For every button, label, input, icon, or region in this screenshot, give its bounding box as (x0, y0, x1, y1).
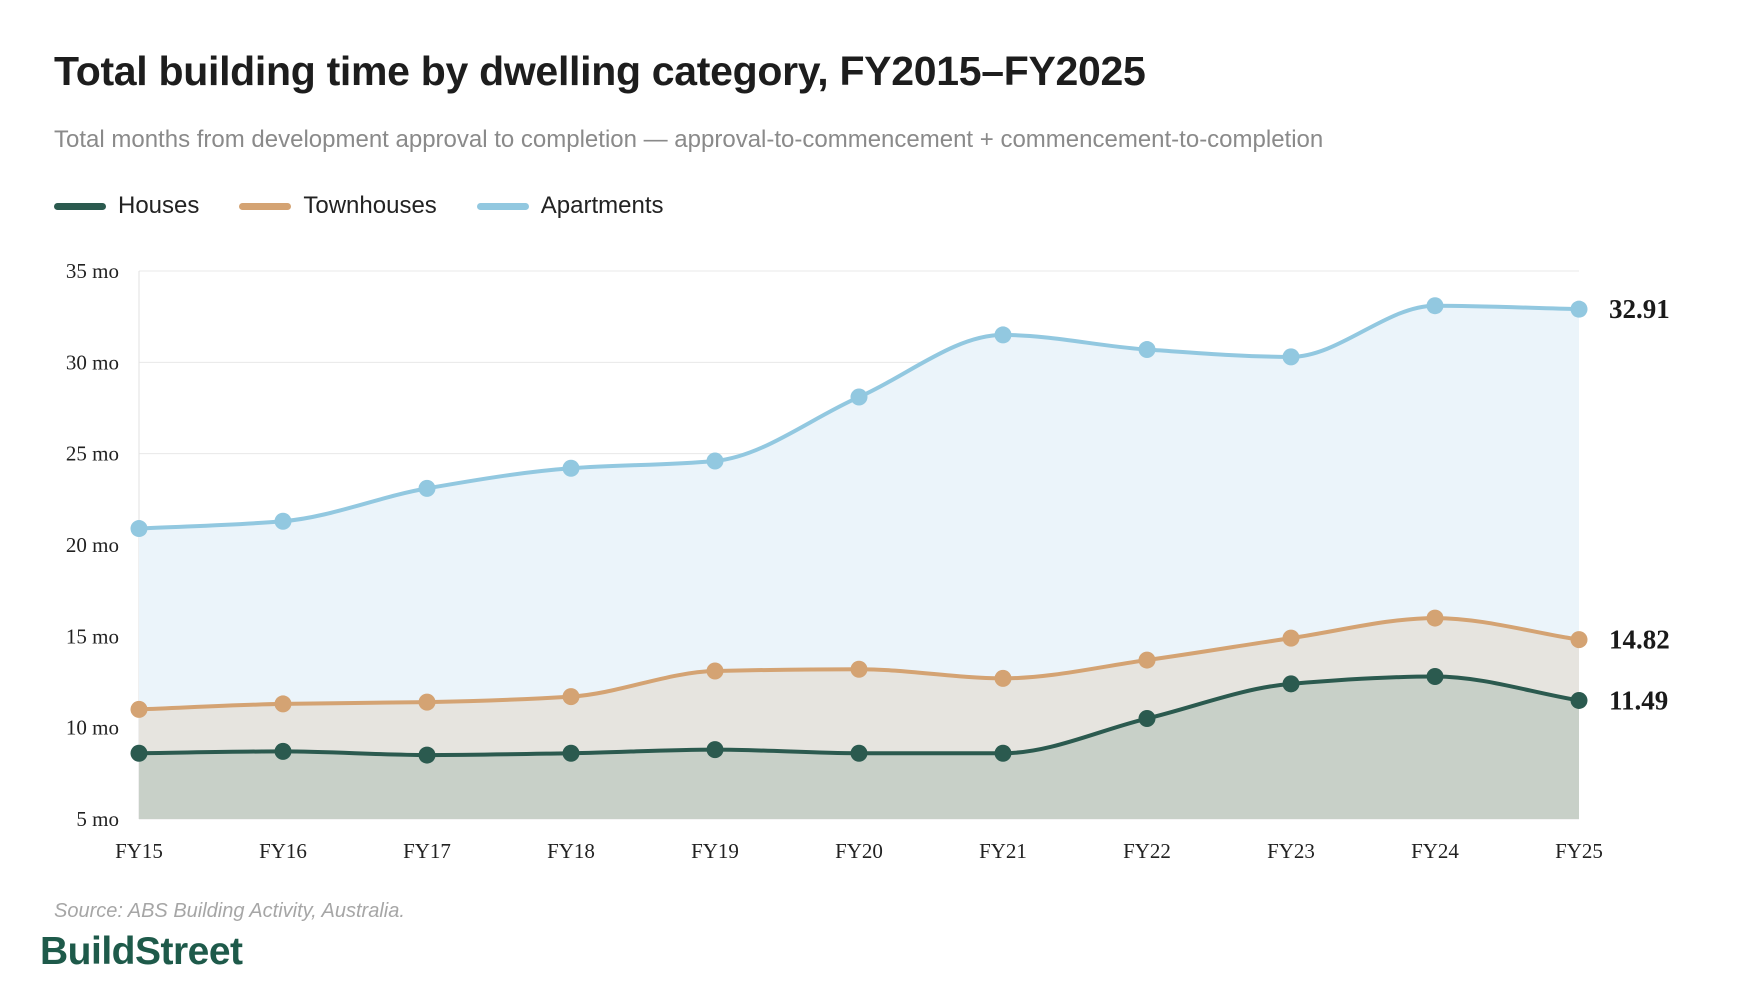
point-townhouses-FY16 (274, 695, 292, 713)
end-labels: 11.49 14.82 32.91 (1609, 294, 1670, 715)
point-apartments-FY21 (994, 326, 1012, 344)
point-houses-FY19 (706, 741, 724, 759)
x-tick-label-FY25: FY25 (1555, 839, 1603, 863)
point-houses-FY25 (1570, 691, 1588, 709)
legend-item-houses: Houses (54, 192, 199, 220)
point-apartments-FY25 (1570, 300, 1588, 318)
point-houses-FY24 (1426, 668, 1444, 686)
brand-logo: BuildStreet (40, 930, 243, 973)
area-houses (139, 676, 1579, 819)
point-apartments-FY17 (418, 479, 436, 497)
point-houses-FY16 (274, 742, 292, 760)
point-houses-FY18 (562, 744, 580, 762)
y-tick-label-30: 30 mo (66, 350, 119, 374)
point-apartments-FY23 (1282, 348, 1300, 366)
point-apartments-FY22 (1138, 341, 1156, 359)
point-apartments-FY20 (850, 388, 868, 406)
point-townhouses-FY17 (418, 693, 436, 711)
point-townhouses-FY18 (562, 688, 580, 706)
x-tick-label-FY22: FY22 (1123, 839, 1171, 863)
legend-label-apartments: Apartments (540, 192, 664, 219)
source-note: Source: ABS Building Activity, Australia… (54, 900, 405, 922)
chart-title: Total building time by dwelling category… (54, 48, 1146, 94)
point-houses-FY22 (1138, 710, 1156, 728)
chart-subtitle: Total months from development approval t… (54, 126, 1324, 153)
y-tick-label-5: 5 mo (76, 807, 119, 831)
point-houses-FY15 (130, 744, 148, 762)
point-houses-FY23 (1282, 675, 1300, 693)
end-label-houses: 11.49 (1609, 685, 1668, 715)
point-townhouses-FY25 (1570, 631, 1588, 649)
y-tick-label-10: 10 mo (66, 716, 119, 740)
x-tick-label-FY15: FY15 (115, 839, 163, 863)
x-tick-label-FY21: FY21 (979, 839, 1027, 863)
x-tick-label-FY17: FY17 (403, 839, 451, 863)
x-tick-label-FY19: FY19 (691, 839, 739, 863)
legend-label-houses: Houses (118, 192, 200, 219)
end-label-apartments: 32.91 (1609, 294, 1670, 324)
legend-swatch-houses (54, 202, 106, 210)
point-apartments-FY16 (274, 512, 292, 530)
point-apartments-FY18 (562, 459, 580, 477)
x-tick-label-FY24: FY24 (1411, 839, 1459, 863)
x-tick-label-FY18: FY18 (547, 839, 595, 863)
point-houses-FY20 (850, 744, 868, 762)
y-tick-label-20: 20 mo (66, 533, 119, 557)
point-townhouses-FY20 (850, 660, 868, 678)
y-tick-label-15: 15 mo (66, 624, 119, 648)
legend-item-apartments: Apartments (476, 192, 664, 220)
point-houses-FY21 (994, 744, 1012, 762)
legend-label-townhouses: Townhouses (303, 192, 437, 219)
point-apartments-FY24 (1426, 297, 1444, 315)
point-townhouses-FY24 (1426, 609, 1444, 627)
point-townhouses-FY23 (1282, 629, 1300, 647)
y-tick-label-35: 35 mo (66, 259, 119, 283)
series-points (130, 297, 1588, 764)
legend-swatch-townhouses (239, 202, 292, 210)
legend-swatch-apartments (476, 202, 529, 210)
point-apartments-FY19 (706, 452, 724, 470)
legend-item-townhouses: Townhouses (239, 192, 437, 220)
x-axis-ticks: FY15 FY16 FY17 FY18 FY19 FY20 FY21 FY22 FY23 FY24… (115, 839, 1603, 863)
x-tick-label-FY16: FY16 (259, 839, 307, 863)
point-apartments-FY15 (130, 520, 148, 538)
y-tick-label-25: 25 mo (66, 442, 119, 466)
x-tick-label-FY20: FY20 (835, 839, 883, 863)
x-tick-label-FY23: FY23 (1267, 839, 1315, 863)
legend: Houses Townhouses Apartments (54, 192, 704, 220)
point-townhouses-FY21 (994, 669, 1012, 687)
point-townhouses-FY15 (130, 700, 148, 718)
y-axis-ticks: 5 mo 10 mo 15 mo 20 mo 25 mo 30 mo 35 mo (66, 259, 119, 831)
end-label-townhouses: 14.82 (1609, 625, 1670, 655)
point-townhouses-FY19 (706, 662, 724, 680)
point-townhouses-FY22 (1138, 651, 1156, 669)
point-houses-FY17 (418, 746, 436, 764)
series-areas (139, 305, 1579, 820)
